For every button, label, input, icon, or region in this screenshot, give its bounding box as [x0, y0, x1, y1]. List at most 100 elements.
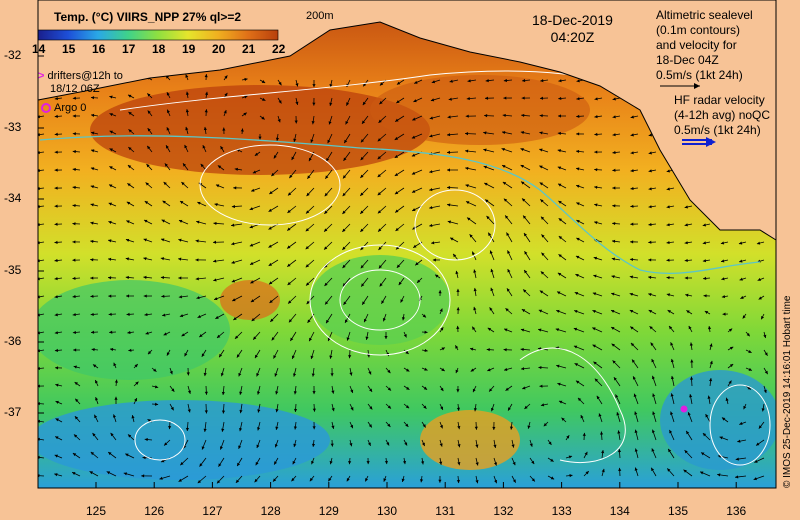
velocity-arrowhead — [411, 153, 416, 157]
velocity-arrowhead — [219, 446, 223, 450]
velocity-arrowhead — [465, 132, 469, 136]
drifters-line: 18/12 06Z — [50, 83, 100, 95]
velocity-arrowhead — [288, 319, 293, 323]
velocity-arrowhead — [324, 210, 328, 214]
velocity-arrowhead — [594, 115, 598, 119]
velocity-arrowhead — [574, 309, 578, 313]
velocity-arrowhead — [346, 337, 350, 341]
velocity-arrowhead — [558, 183, 562, 187]
velocity-arrowhead — [634, 429, 638, 433]
velocity-arrowhead — [429, 205, 433, 210]
velocity-arrowhead — [709, 343, 713, 347]
latitude-label: -34 — [4, 191, 22, 205]
colorbar-tick-label: 19 — [182, 42, 196, 56]
velocity-arrowhead — [231, 242, 235, 246]
velocity-arrowhead — [406, 368, 410, 372]
velocity-arrowhead — [348, 355, 352, 359]
velocity-arrowhead — [108, 312, 112, 316]
velocity-arrowhead — [424, 348, 428, 353]
velocity-arrowhead — [295, 83, 299, 87]
velocity-arrowhead — [582, 432, 586, 436]
velocity-arrowhead — [231, 260, 235, 264]
velocity-arrowhead — [439, 461, 443, 465]
velocity-arrowhead — [185, 427, 190, 431]
velocity-arrowhead — [91, 131, 95, 135]
velocity-arrowhead — [350, 407, 354, 411]
velocity-arrowhead — [204, 74, 208, 78]
velocity-arrowhead — [72, 114, 76, 118]
velocity-arrowhead — [365, 336, 369, 340]
isobath-200m — [39, 135, 761, 275]
velocity-arrowhead — [507, 250, 511, 254]
velocity-arrowhead — [648, 258, 652, 262]
velocity-arrowhead — [555, 328, 560, 332]
velocity-arrowhead — [305, 264, 310, 268]
velocity-arrowhead — [329, 83, 333, 88]
velocity-arrowhead — [54, 331, 59, 335]
velocity-arrowhead — [721, 277, 725, 281]
velocity-arrow — [38, 475, 45, 477]
drifter-position — [680, 405, 688, 413]
velocity-arrowhead — [415, 262, 419, 266]
velocity-arrowhead — [521, 181, 525, 185]
velocity-arrowhead — [243, 112, 247, 116]
velocity-arrowhead — [342, 210, 346, 214]
velocity-arrowhead — [611, 327, 615, 330]
velocity-arrowhead — [685, 293, 689, 297]
longitude-label: 134 — [609, 504, 630, 518]
velocity-arrowhead — [185, 74, 189, 78]
velocity-arrowhead — [524, 405, 528, 409]
velocity-arrowhead — [244, 95, 248, 99]
velocity-arrowhead — [758, 425, 762, 429]
velocity-arrowhead — [531, 460, 535, 465]
velocity-arrowhead — [330, 443, 334, 447]
velocity-arrow — [38, 349, 45, 352]
velocity-arrowhead — [203, 428, 207, 432]
velocity-arrowhead — [254, 354, 258, 359]
velocity-arrowhead — [312, 84, 316, 88]
velocity-arrowhead — [184, 144, 188, 149]
velocity-arrowhead — [250, 261, 254, 265]
velocity-arrowhead — [684, 258, 688, 263]
velocity-arrowhead — [704, 311, 709, 314]
velocity-arrowhead — [261, 80, 266, 83]
velocity-arrowhead — [254, 478, 258, 483]
velocity-arrowhead — [311, 443, 316, 447]
velocity-arrowhead — [72, 222, 76, 226]
velocity-arrowhead — [539, 290, 544, 294]
velocity-arrowhead — [576, 184, 580, 188]
velocity-arrowhead — [504, 367, 508, 371]
velocity-arrow — [38, 169, 45, 172]
velocity-arrowhead — [429, 116, 434, 120]
velocity-arrowhead — [630, 326, 634, 330]
velocity-arrowhead — [541, 234, 545, 238]
velocity-arrowhead — [327, 139, 331, 144]
velocity-arrowhead — [109, 95, 113, 99]
velocity-arrowhead — [185, 109, 189, 113]
velocity-arrowhead — [487, 327, 492, 331]
warm-patch — [220, 280, 280, 320]
velocity-arrowhead — [293, 408, 298, 412]
velocity-arrowhead — [584, 451, 588, 456]
velocity-arrowhead — [457, 444, 461, 448]
velocity-arrowhead — [449, 79, 453, 83]
warm-patch — [370, 75, 590, 145]
velocity-arrowhead — [395, 227, 399, 231]
longitude-label: 128 — [260, 504, 281, 518]
velocity-arrowhead — [268, 281, 273, 285]
velocity-arrowhead — [378, 265, 383, 269]
velocity-arrowhead — [363, 318, 367, 323]
velocity-arrowhead — [328, 477, 332, 482]
velocity-arrowhead — [651, 429, 655, 433]
velocity-arrowhead — [684, 223, 688, 227]
velocity-arrowhead — [72, 258, 76, 262]
sealevel-contour — [199, 144, 341, 226]
velocity-arrowhead — [394, 154, 399, 158]
velocity-arrowhead — [240, 128, 244, 132]
velocity-arrowhead — [432, 258, 436, 262]
velocity-arrowhead — [55, 366, 59, 370]
velocity-arrowhead — [109, 166, 113, 170]
velocity-arrowhead — [74, 382, 78, 386]
velocity-arrowhead — [160, 257, 165, 261]
velocity-arrowhead — [447, 185, 451, 190]
